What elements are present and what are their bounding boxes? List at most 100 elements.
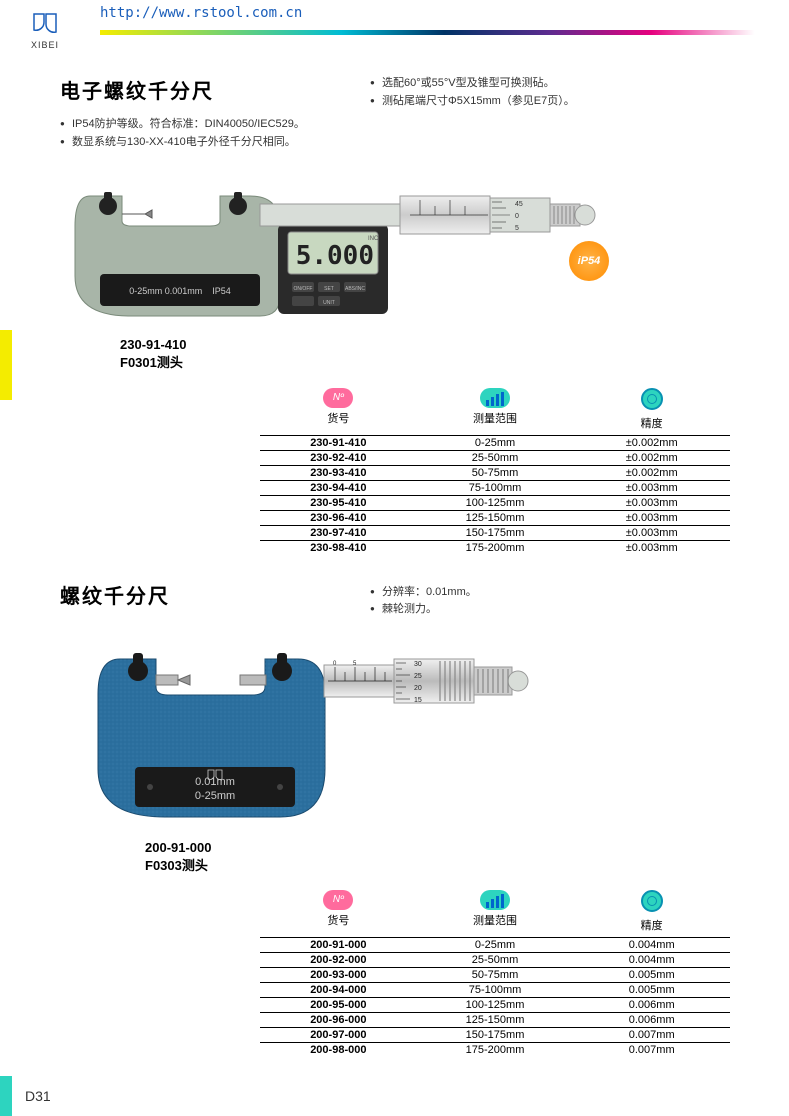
table-row: 200-94-00075-100mm0.005mm [260, 982, 730, 997]
spec-table-1: Nº货号 测量范围 精度 230-91-4100-25mm±0.002mm230… [260, 388, 730, 555]
cell-code: 230-91-410 [260, 437, 417, 449]
cell-range: 150-175mm [417, 527, 574, 539]
accuracy-icon [641, 890, 663, 912]
table-row: 230-97-410150-175mm±0.003mm [260, 525, 730, 540]
svg-text:ON/OFF: ON/OFF [294, 286, 313, 292]
cell-accuracy: ±0.003mm [573, 497, 730, 509]
section-analog-micrometer: 螺纹千分尺 分辨率：0.01mm。 棘轮测力。 0.01mm 0-25mm [60, 580, 759, 1057]
svg-text:25: 25 [414, 673, 422, 680]
feature-bullets-right: 选配60°或55°V型及锥型可换测砧。 测砧尾端尺寸Φ5X15mm（参见E7页）… [370, 75, 575, 110]
cell-accuracy: 0.004mm [573, 954, 730, 966]
model-probe: F0301测头 [120, 354, 759, 372]
cell-range: 0-25mm [417, 939, 574, 951]
side-accent-teal [0, 1076, 12, 1116]
cell-range: 0-25mm [417, 437, 574, 449]
cell-range: 50-75mm [417, 969, 574, 981]
cell-range: 75-100mm [417, 984, 574, 996]
col-header: 货号 [260, 912, 417, 928]
model-label: 200-91-000 F0303测头 [145, 839, 759, 875]
ip54-badge: iP54 [569, 241, 609, 281]
website-url: http://www.rstool.com.cn [100, 5, 302, 21]
cell-range: 100-125mm [417, 497, 574, 509]
table-row: 230-93-41050-75mm±0.002mm [260, 465, 730, 480]
cell-accuracy: 0.005mm [573, 984, 730, 996]
table-row: 230-94-41075-100mm±0.003mm [260, 480, 730, 495]
table-row: 230-98-410175-200mm±0.003mm [260, 540, 730, 555]
model-code: 230-91-410 [120, 336, 759, 354]
cell-accuracy: ±0.003mm [573, 482, 730, 494]
cell-range: 175-200mm [417, 1044, 574, 1056]
brand-logo: XIBEI [25, 12, 65, 50]
cell-range: 150-175mm [417, 1029, 574, 1041]
col-header: 货号 [260, 410, 417, 426]
table-row: 200-95-000100-125mm0.006mm [260, 997, 730, 1012]
table-row: 200-98-000175-200mm0.007mm [260, 1042, 730, 1057]
svg-text:15: 15 [414, 697, 422, 704]
cell-code: 230-98-410 [260, 542, 417, 554]
svg-text:45: 45 [515, 201, 523, 208]
item-number-icon: Nº [323, 388, 353, 408]
plate-line1: 0.01mm [195, 776, 235, 788]
table-row: 230-96-410125-150mm±0.003mm [260, 510, 730, 525]
feature-bullets-left: IP54防护等级。符合标准：DIN40050/IEC529。 数显系统与130-… [60, 116, 759, 151]
cell-accuracy: 0.006mm [573, 999, 730, 1011]
svg-text:INC: INC [368, 236, 379, 242]
cell-range: 125-150mm [417, 512, 574, 524]
table-row: 200-97-000150-175mm0.007mm [260, 1027, 730, 1042]
micrometer-digital-illustration: 0-25mm 0.001mm IP54 5.000 INC ON/OFF SET… [60, 166, 600, 326]
cell-range: 25-50mm [417, 954, 574, 966]
cell-accuracy: ±0.003mm [573, 512, 730, 524]
table-row: 200-91-0000-25mm0.004mm [260, 937, 730, 952]
cell-accuracy: ±0.003mm [573, 542, 730, 554]
plate-label: 0-25mm 0.001mm IP54 [129, 286, 231, 296]
cell-accuracy: ±0.002mm [573, 452, 730, 464]
cell-code: 230-92-410 [260, 452, 417, 464]
col-header: 精度 [573, 917, 730, 933]
item-number-icon: Nº [323, 890, 353, 910]
cell-range: 175-200mm [417, 542, 574, 554]
table-header: Nº 货号 测量范围 精度 [260, 890, 730, 933]
col-header: 测量范围 [417, 912, 574, 928]
bullet-item: 测砧尾端尺寸Φ5X15mm（参见E7页）。 [370, 93, 575, 111]
model-probe: F0303测头 [145, 857, 759, 875]
cell-code: 230-97-410 [260, 527, 417, 539]
cell-code: 200-93-000 [260, 969, 417, 981]
cell-code: 200-91-000 [260, 939, 417, 951]
cell-code: 230-93-410 [260, 467, 417, 479]
brand-name: XIBEI [25, 40, 65, 50]
cell-accuracy: ±0.002mm [573, 467, 730, 479]
cell-code: 200-96-000 [260, 1014, 417, 1026]
svg-text:30: 30 [414, 661, 422, 668]
cell-accuracy: 0.005mm [573, 969, 730, 981]
header-gradient-rule [100, 30, 789, 35]
section-digital-micrometer: 电子螺纹千分尺 IP54防护等级。符合标准：DIN40050/IEC529。 数… [60, 75, 759, 555]
cell-code: 200-97-000 [260, 1029, 417, 1041]
svg-text:ABS/INC: ABS/INC [345, 286, 365, 292]
bullet-item: 选配60°或55°V型及锥型可换测砧。 [370, 75, 575, 93]
accuracy-icon [641, 388, 663, 410]
cell-code: 200-98-000 [260, 1044, 417, 1056]
table-row: 200-96-000125-150mm0.006mm [260, 1012, 730, 1027]
cell-range: 25-50mm [417, 452, 574, 464]
range-icon [480, 890, 510, 910]
table-header: Nº货号 测量范围 精度 [260, 388, 730, 431]
bullet-item: IP54防护等级。符合标准：DIN40050/IEC529。 [60, 116, 759, 134]
micrometer-analog-illustration: 0.01mm 0-25mm [80, 639, 560, 829]
svg-text:20: 20 [414, 685, 422, 692]
cell-range: 75-100mm [417, 482, 574, 494]
plate-line2: 0-25mm [195, 790, 235, 802]
col-header: 精度 [573, 415, 730, 431]
table-row: 230-91-4100-25mm±0.002mm [260, 435, 730, 450]
product-image-digital: 0-25mm 0.001mm IP54 5.000 INC ON/OFF SET… [60, 166, 759, 326]
page-number: D31 [25, 1088, 51, 1104]
cell-code: 200-94-000 [260, 984, 417, 996]
feature-bullets-right: 分辨率：0.01mm。 棘轮测力。 [370, 584, 477, 619]
lcd-reading: 5.000 [296, 241, 374, 271]
spec-table-2: Nº货号 测量范围 精度 200-91-0000-25mm0.004mm200-… [260, 890, 730, 1057]
table-row: 200-92-00025-50mm0.004mm [260, 952, 730, 967]
page-header: XIBEI http://www.rstool.com.cn [0, 0, 789, 55]
bullet-item: 分辨率：0.01mm。 [370, 584, 477, 602]
table-row: 230-92-41025-50mm±0.002mm [260, 450, 730, 465]
range-icon [480, 388, 510, 408]
cell-accuracy: 0.004mm [573, 939, 730, 951]
